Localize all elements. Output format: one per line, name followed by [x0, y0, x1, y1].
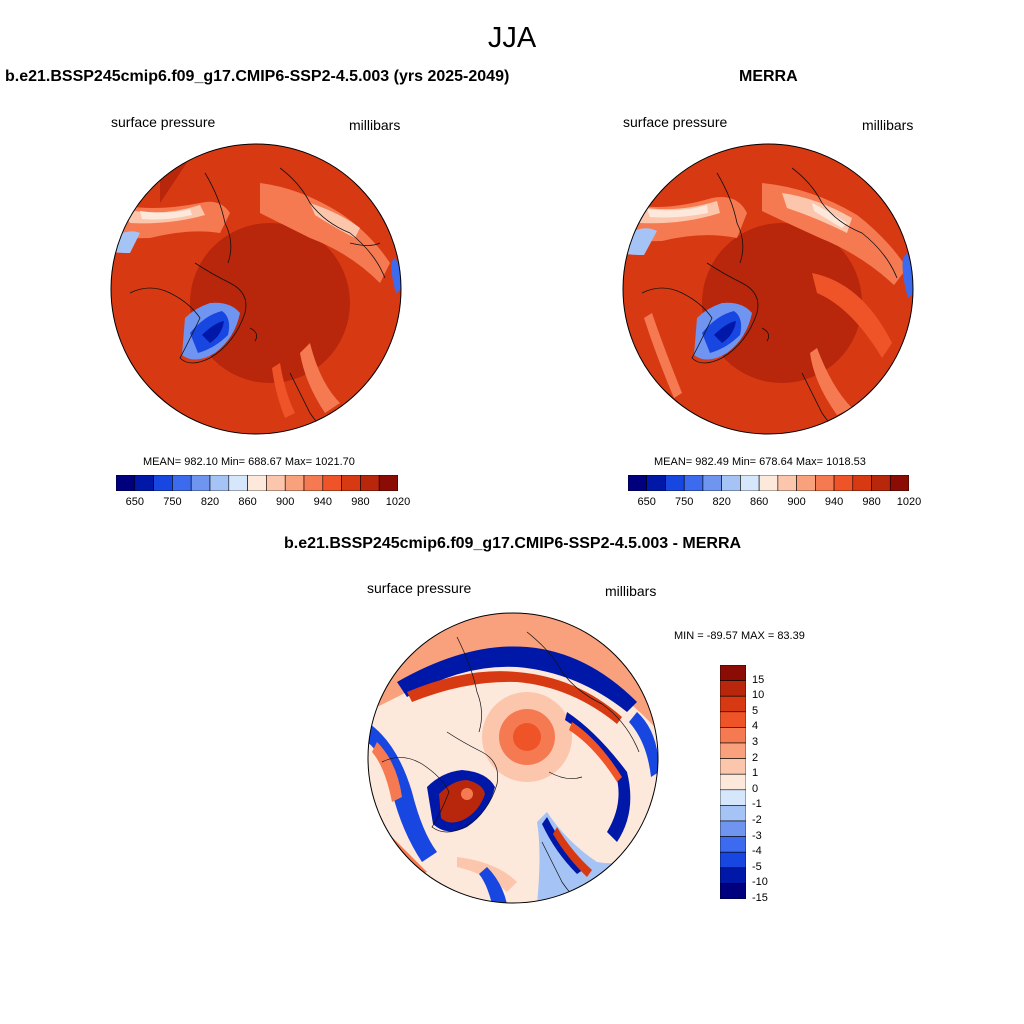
obs-colorbar-swatch [628, 475, 648, 491]
diff-colorbar [720, 665, 746, 899]
diff-colorbar-tick-label: -4 [752, 845, 762, 858]
diff-colorbar-swatch [720, 711, 746, 728]
diff-colorbar-swatch [720, 820, 746, 837]
model-variable-label: surface pressure [111, 114, 216, 130]
obs-colorbar-swatch [721, 475, 741, 491]
model-colorbar-tick-label: 940 [313, 496, 332, 508]
obs-colorbar-swatch [683, 475, 704, 491]
model-colorbar-tick-label: 980 [351, 496, 370, 508]
obs-colorbar-tick-label: 980 [862, 496, 881, 508]
diff-colorbar-tick-label: -3 [752, 829, 762, 842]
obs-colorbar-swatch [796, 475, 816, 491]
obs-colorbar-tick-label: 860 [749, 496, 769, 508]
model-colorbar-swatch [303, 475, 324, 491]
diff-colorbar-tick-label: -15 [752, 892, 768, 904]
model-colorbar-swatch [172, 475, 192, 491]
obs-variable-label: surface pressure [623, 114, 728, 130]
diff-units-label: millibars [605, 583, 657, 599]
model-colorbar-swatch [266, 475, 286, 491]
diff-stats: MIN = -89.57 MAX = 83.39 [674, 630, 805, 642]
model-colorbar-swatch [209, 475, 230, 491]
obs-panel-title: MERRA [739, 68, 798, 85]
diff-colorbar-swatch [720, 883, 746, 899]
obs-colorbar-tick-label: 940 [824, 496, 844, 508]
obs-colorbar-tick-label: 750 [675, 496, 694, 508]
model-colorbar-tick-label: 860 [238, 496, 257, 508]
model-colorbar-swatch [378, 475, 398, 491]
diff-colorbar-tick-label: 4 [752, 720, 759, 733]
diff-colorbar-swatch [720, 805, 746, 822]
obs-colorbar-tick-label: 820 [712, 496, 731, 508]
obs-colorbar-tick-label: 650 [637, 496, 656, 508]
diff-colorbar-tick-label: -10 [752, 876, 768, 889]
diff-colorbar-swatch [720, 773, 746, 791]
model-stats: MEAN= 982.10 Min= 688.67 Max= 1021.70 [143, 456, 355, 468]
model-colorbar-swatch [228, 475, 248, 491]
model-colorbar-swatch [247, 475, 267, 491]
model-colorbar-tick-label: 900 [276, 496, 295, 508]
diff-colorbar-tick-label: 0 [752, 782, 759, 795]
obs-colorbar-swatch [665, 475, 685, 491]
diff-colorbar-swatch [720, 867, 746, 884]
model-colorbar-swatch [134, 475, 154, 491]
diff-colorbar-swatch [720, 695, 746, 713]
obs-colorbar [628, 475, 909, 491]
model-colorbar-swatch [360, 475, 380, 491]
diff-colorbar-swatch [720, 851, 746, 869]
model-colorbar-tick-label: 750 [163, 496, 182, 508]
diff-colorbar-tick-label: -2 [752, 814, 762, 826]
model-colorbar [116, 475, 398, 491]
diff-colorbar-swatch [720, 758, 746, 775]
obs-colorbar-swatch [646, 475, 666, 491]
obs-stats: MEAN= 982.49 Min= 678.64 Max= 1018.53 [654, 456, 866, 468]
obs-colorbar-tick-label: 1020 [896, 496, 922, 508]
model-panel-title: b.e21.BSSP245cmip6.f09_g17.CMIP6-SSP2-4.… [5, 68, 510, 85]
model-colorbar-swatch [190, 475, 211, 491]
diff-colorbar-tick-label: -1 [752, 798, 762, 811]
diff-colorbar-tick-label: 10 [752, 689, 765, 702]
model-colorbar-swatch [153, 475, 173, 491]
diff-colorbar-labels: 15 10 5 4 3 2 1 0 -1 -2 -3 -4 -5 -10 -15 [752, 665, 792, 905]
model-colorbar-tick-label: 1020 [385, 496, 411, 508]
diff-colorbar-swatch [720, 789, 746, 806]
diff-panel-title: b.e21.BSSP245cmip6.f09_g17.CMIP6-SSP2-4.… [284, 535, 742, 552]
diff-colorbar-tick-label: 3 [752, 736, 759, 748]
obs-units-label: millibars [862, 117, 914, 133]
obs-colorbar-labels: 650 750 820 860 900 940 980 1020 [628, 496, 922, 510]
diff-colorbar-swatch [720, 680, 746, 697]
model-colorbar-swatch [284, 475, 305, 491]
model-colorbar-tick-label: 820 [200, 496, 220, 508]
diff-colorbar-swatch [720, 665, 746, 681]
obs-colorbar-swatch [815, 475, 835, 491]
obs-colorbar-tick-label: 900 [787, 496, 806, 508]
diff-colorbar-tick-label: 1 [752, 767, 759, 780]
model-polar-map [110, 143, 402, 435]
obs-colorbar-swatch [702, 475, 722, 491]
diff-colorbar-tick-label: 2 [752, 751, 759, 764]
model-colorbar-swatch [322, 475, 342, 491]
obs-polar-map [622, 143, 914, 435]
model-colorbar-labels: 650 750 820 860 900 940 980 1020 [116, 496, 411, 510]
diff-colorbar-tick-label: -5 [752, 860, 762, 873]
diff-variable-label: surface pressure [367, 580, 472, 596]
obs-colorbar-swatch [852, 475, 872, 491]
obs-colorbar-swatch [871, 475, 891, 491]
model-colorbar-tick-label: 650 [125, 496, 144, 508]
diff-colorbar-swatch [720, 727, 746, 744]
obs-colorbar-swatch [740, 475, 760, 491]
obs-colorbar-swatch [777, 475, 797, 491]
model-units-label: millibars [349, 117, 401, 133]
model-colorbar-swatch [116, 475, 136, 491]
diff-polar-map [367, 612, 659, 904]
model-colorbar-swatch [341, 475, 361, 491]
figure-title: JJA [487, 22, 537, 54]
obs-colorbar-swatch [833, 475, 854, 491]
obs-colorbar-swatch [758, 475, 779, 491]
diff-colorbar-tick-label: 5 [752, 704, 759, 717]
diff-colorbar-swatch [720, 836, 746, 853]
obs-colorbar-swatch [889, 475, 909, 491]
diff-colorbar-tick-label: 15 [752, 673, 765, 686]
diff-colorbar-swatch [720, 742, 746, 759]
